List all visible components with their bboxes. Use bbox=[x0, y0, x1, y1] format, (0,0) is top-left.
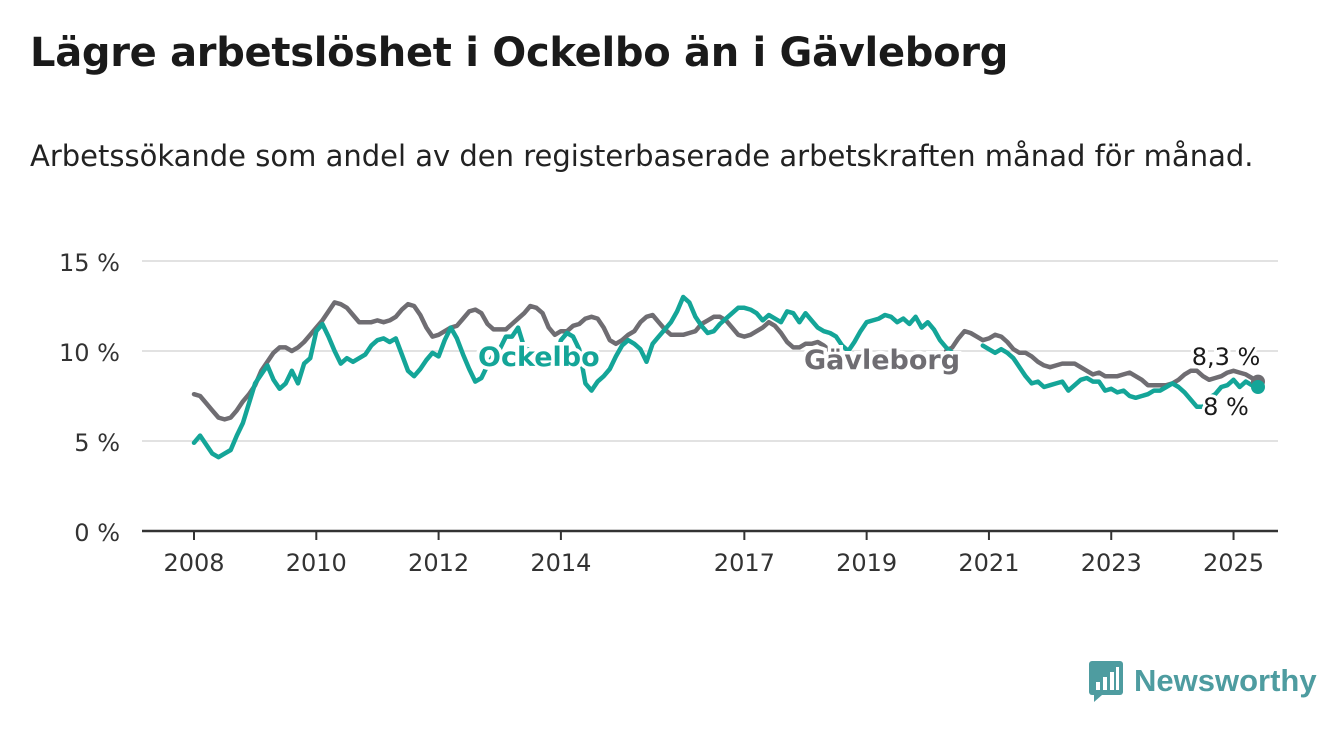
x-tick-label: 2019 bbox=[836, 549, 897, 577]
y-tick-label: 10 % bbox=[59, 339, 120, 367]
chart-subtitle: Arbetssökande som andel av den registerb… bbox=[30, 139, 1254, 173]
series-line-ockelbo bbox=[980, 343, 1261, 410]
series-line-gavleborg bbox=[943, 328, 1261, 388]
line-chart: 0 % 5 % 10 % 15 % 2008 2010 2012 2014 2017 2019 20… bbox=[59, 249, 1278, 577]
logo-text: Newsworthy bbox=[1134, 663, 1317, 698]
x-tick-label: 2010 bbox=[286, 549, 347, 577]
end-point-ockelbo bbox=[1251, 380, 1265, 394]
x-tick-label: 2021 bbox=[958, 549, 1019, 577]
series-label-gavleborg: Gävleborg bbox=[804, 345, 960, 376]
x-tick-label: 2017 bbox=[714, 549, 775, 577]
series-line-ockelbo bbox=[191, 321, 533, 460]
x-tick-label: 2012 bbox=[408, 549, 469, 577]
y-tick-label: 0 % bbox=[74, 519, 120, 547]
bar-chart-icon bbox=[1089, 661, 1123, 702]
series-label-ockelbo: Ockelbo bbox=[478, 342, 600, 373]
x-tick-label: 2008 bbox=[163, 549, 224, 577]
x-tick-label: 2014 bbox=[530, 549, 591, 577]
x-tick-label: 2023 bbox=[1081, 549, 1142, 577]
end-label-gavleborg: 8,3 % bbox=[1192, 343, 1261, 371]
y-tick-label: 15 % bbox=[59, 249, 120, 277]
y-tick-label: 5 % bbox=[74, 429, 120, 457]
chart-title: Lägre arbetslöshet i Ockelbo än i Gävleb… bbox=[30, 30, 1009, 76]
newsworthy-logo: Newsworthy bbox=[1088, 660, 1317, 702]
series-line-ockelbo bbox=[552, 294, 955, 393]
x-tick-label: 2025 bbox=[1203, 549, 1264, 577]
end-label-ockelbo: 8 % bbox=[1203, 393, 1249, 421]
